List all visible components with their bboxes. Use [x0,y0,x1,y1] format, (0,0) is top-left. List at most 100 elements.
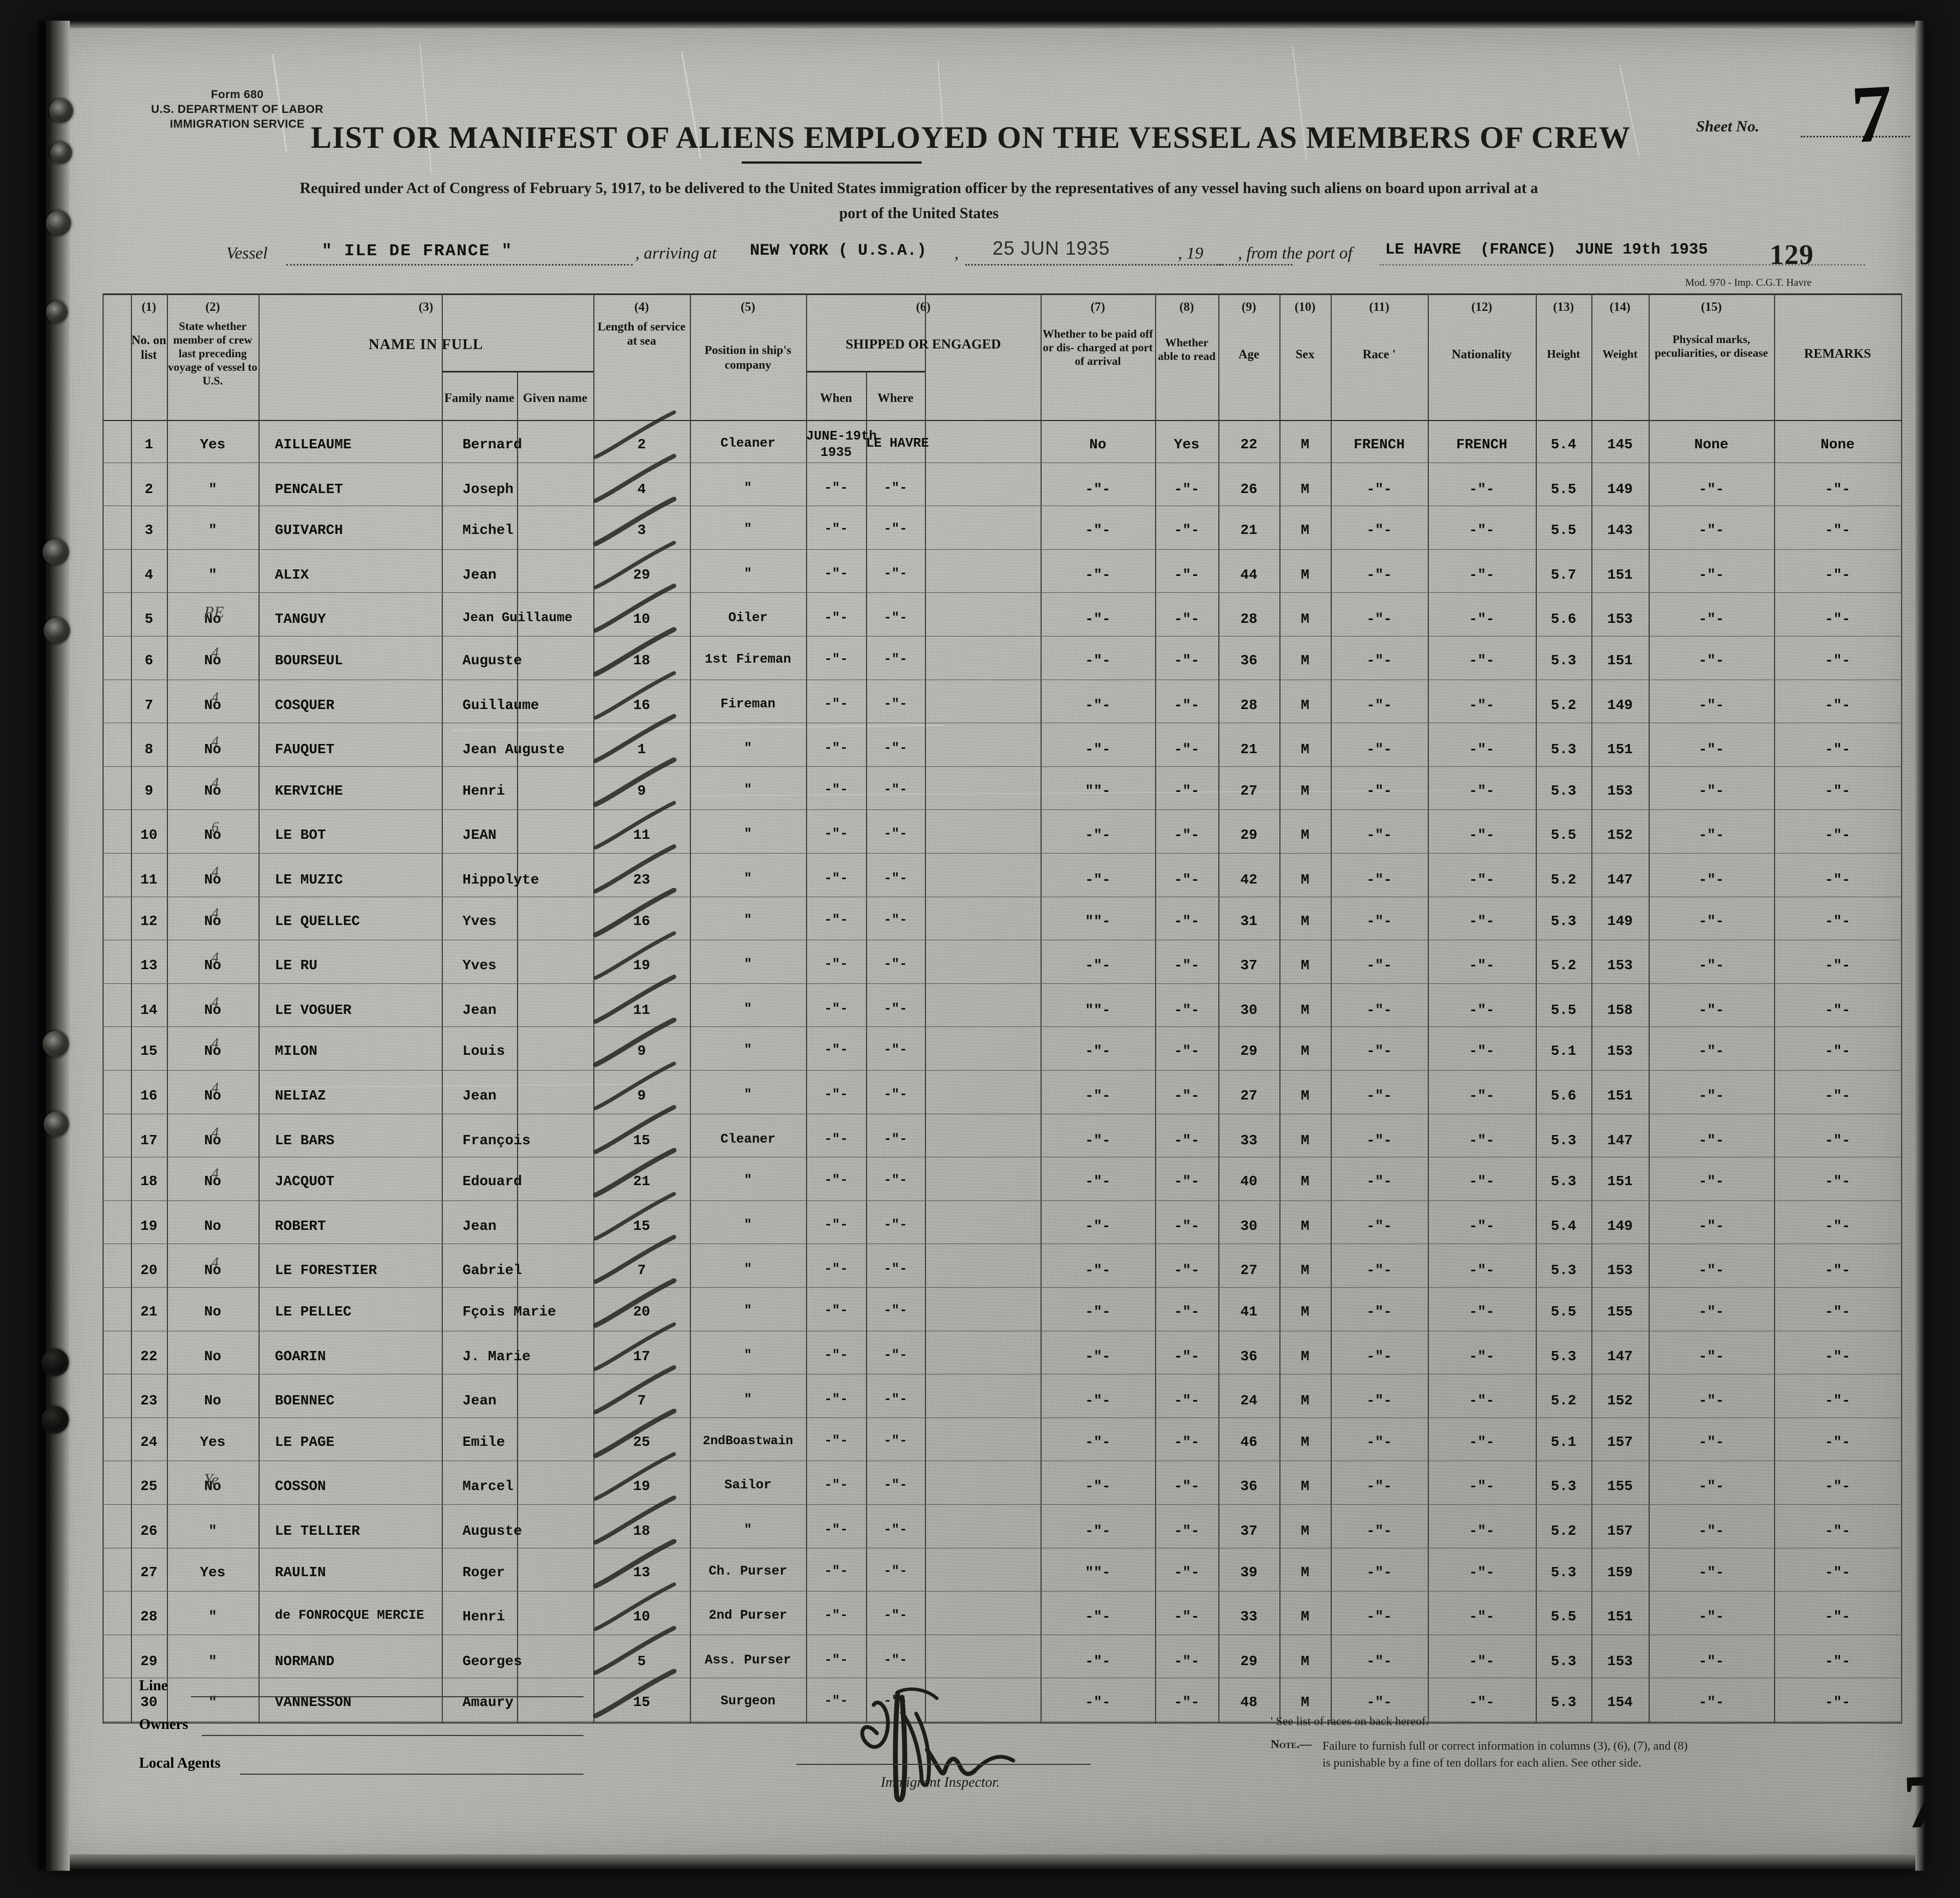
row-separator [103,592,1902,593]
cell-given: Henri [462,1608,506,1625]
cell-weight: 151 [1607,741,1633,758]
footer-line-label: Line [139,1677,168,1693]
footer-line-rule [191,1696,584,1697]
cell-read: -"- [1174,1088,1200,1104]
cell-service: 10 [633,1608,651,1625]
cell-no: 22 [140,1348,158,1365]
cell-race: -"- [1366,1478,1392,1495]
cell-paidoff: -"- [1085,652,1111,669]
cell-no: 10 [140,827,158,844]
cell-where: -"- [883,741,907,756]
cell-given: Jean Auguste [462,741,565,758]
cell-no: 4 [145,566,153,583]
cell-service: 7 [637,1262,646,1279]
cell-prev: No [204,957,221,974]
cell-race: -"- [1366,912,1392,929]
table-header-bottom-rule [103,420,1902,421]
cell-service: 25 [633,1433,651,1450]
cell-race: -"- [1366,1001,1392,1018]
col-sep [1774,293,1775,1722]
cell-where: -"- [883,1392,907,1408]
cell-marks: -"- [1698,1262,1724,1279]
cell-read: -"- [1174,1217,1200,1234]
cell-height: 5.4 [1550,1217,1577,1234]
cell-sex: M [1301,1433,1309,1450]
cell-nationality: -"- [1469,1608,1495,1625]
cell-family: LE TELLIER [275,1523,360,1539]
cell-prev: Yes [200,436,226,453]
cell-given: Gabriel [462,1262,522,1279]
cell-paidoff: ""- [1085,1564,1111,1581]
cell-paidoff: -"- [1085,1043,1111,1060]
cell-position: " [744,1348,752,1363]
cell-nationality: -"- [1469,782,1495,799]
cell-no: 6 [145,652,153,669]
cell-family: COSSON [275,1478,326,1495]
col-head-given-name: Given name [522,391,588,405]
cell-family: TANGUY [275,611,326,628]
cell-read: -"- [1174,1262,1200,1279]
cell-nationality: -"- [1469,522,1495,539]
cell-age: 29 [1240,827,1258,844]
col-sep [1331,293,1332,1722]
cell-paidoff: -"- [1085,522,1111,539]
cell-read: -"- [1174,480,1200,497]
cell-position: Ass. Purser [705,1653,791,1668]
cell-remarks: -"- [1825,1001,1850,1018]
cell-race: -"- [1366,782,1392,799]
cell-paidoff: -"- [1085,1653,1111,1669]
cell-age: 37 [1240,957,1258,974]
cell-race: -"- [1366,872,1392,888]
pencil-annotation: 4 [212,774,219,791]
cell-nationality: -"- [1469,1217,1495,1234]
col-sep [1591,293,1592,1722]
cell-sex: M [1301,1088,1309,1104]
col-head-name-in-full: NAME IN FULL [368,336,483,352]
col-head-race: Race ' [1362,347,1396,361]
arriving-label: , arriving at [635,243,717,262]
cell-where: -"- [883,912,907,928]
col-head-paid-off: Whether to be paid off or dis- charged a… [1042,327,1153,368]
col-sep [690,293,691,1722]
row-separator [103,809,1902,810]
cell-prev: No [204,1348,221,1365]
cell-height: 5.2 [1550,872,1577,888]
cell-where: -"- [883,1653,907,1668]
cell-age: 27 [1240,782,1258,799]
cell-nationality: -"- [1469,1132,1495,1149]
col-sep [442,293,443,1722]
cell-nationality: -"- [1469,1433,1495,1450]
col-sep [593,293,594,1722]
cell-service: 9 [637,1088,646,1104]
cell-read: -"- [1174,912,1200,929]
col-number-7: (7) [1090,300,1105,314]
cell-paidoff: -"- [1085,1523,1111,1539]
cell-read: -"- [1174,827,1200,844]
cell-paidoff: -"- [1085,1217,1111,1234]
cell-weight: 147 [1607,1132,1633,1149]
vessel-label: Vessel [226,243,268,262]
col-sep [131,293,132,1722]
cell-family: LE QUELLEC [275,912,360,929]
cell-family: LE BOT [275,827,326,844]
cell-read: -"- [1174,1043,1200,1060]
cell-service: 11 [633,1001,651,1018]
cell-nationality: -"- [1469,1173,1495,1190]
cell-marks: -"- [1698,566,1724,583]
sheet-no-rule [1801,134,1910,137]
inspector-tick-mark [592,1104,676,1154]
cell-race: -"- [1366,1653,1392,1669]
cell-no: 21 [140,1304,158,1320]
cell-age: 36 [1240,652,1258,669]
cell-marks: -"- [1698,1392,1724,1409]
year-label: , 19 [1178,243,1204,262]
cell-prev: No [204,1478,221,1495]
cell-race: -"- [1366,611,1392,628]
cell-position: " [744,1304,752,1318]
cell-when: -"- [824,1001,848,1017]
cell-when: -"- [824,696,848,712]
cell-when: -"- [824,912,848,928]
sheet-no-value: 7 [1849,68,1895,160]
cell-family: LE PAGE [275,1433,335,1450]
